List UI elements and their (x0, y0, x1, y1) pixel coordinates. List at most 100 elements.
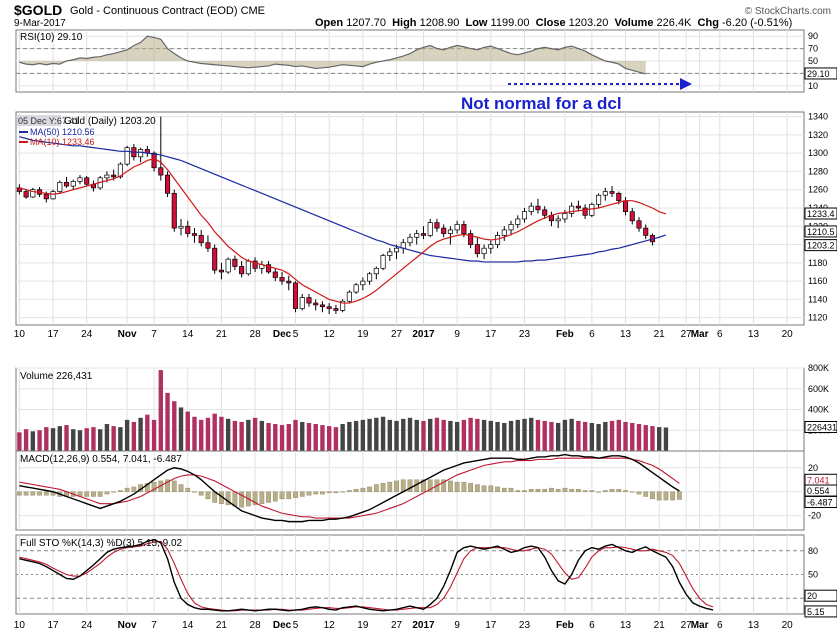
price-candle-body (602, 191, 608, 196)
macd-histogram-bar (670, 491, 676, 501)
price-candle-body (420, 233, 427, 236)
price-candle-body (555, 218, 561, 222)
sto-x-tick-label: 13 (620, 620, 632, 631)
price-candle-body (427, 222, 433, 236)
price-candle-body (232, 258, 238, 267)
volume-bar (407, 417, 413, 451)
volume-bar (50, 428, 56, 451)
low-label: Low (465, 17, 488, 29)
price-candle-body (589, 203, 595, 216)
price-last-box-0 (804, 207, 837, 220)
macd-signal-line (19, 457, 680, 519)
price-x-tick-label: 13 (620, 329, 632, 340)
volume-bar (603, 421, 608, 451)
description-text: Gold - Continuous Contract (EOD) (70, 5, 238, 17)
volume-bar (421, 420, 426, 451)
sto-x-tick-label: 27 (681, 620, 693, 631)
price-x-tick-label: Feb (556, 329, 574, 340)
price-candle-body (407, 236, 413, 244)
price-x-tick-label: 6 (717, 329, 723, 340)
volume-bar (239, 421, 244, 451)
macd-histogram-bar (441, 479, 447, 492)
volume-bar (219, 416, 224, 451)
price-last-label: 1210.5 (807, 227, 835, 237)
price-candle-body (164, 174, 171, 194)
sto-tick-label: 80 (808, 546, 818, 556)
sto-d-line (19, 540, 714, 612)
macd-histogram-bar (575, 489, 581, 492)
price-candle-body (360, 280, 366, 286)
macd-histogram-bar (124, 487, 130, 492)
volume-bar (569, 418, 574, 451)
macd-histogram-bar (380, 483, 386, 492)
volume-bar (448, 420, 453, 451)
price-candle-body (629, 211, 635, 222)
price-candle-body (393, 247, 400, 253)
chg-value: -6.20 (-0.51%) (721, 17, 793, 29)
price-candle-body (30, 189, 36, 198)
sto-x-tick-label: Nov (118, 620, 137, 631)
price-tick-label: 1280 (808, 166, 828, 176)
sto-x-tick-label: 13 (748, 620, 760, 631)
price-candle-body (596, 194, 602, 205)
exchange-text: CME (240, 5, 266, 17)
sto-tick-label: 50 (808, 570, 818, 580)
sto-x-tick-label: 12 (324, 620, 336, 631)
macd-last-label: 0.554 (807, 486, 830, 496)
macd-histogram-bar (468, 483, 474, 492)
price-candle-body (77, 177, 83, 182)
macd-histogram-bar (326, 491, 332, 494)
macd-histogram-bar (488, 485, 494, 492)
price-tick-label: 1320 (808, 130, 828, 140)
macd-last-label: 7.041 (807, 475, 830, 485)
price-last-label: 1233.4 (807, 209, 835, 219)
macd-histogram-bar (37, 491, 42, 496)
price-candle-body (461, 224, 467, 234)
rsi-last-box (804, 67, 837, 80)
macd-histogram-bar (320, 491, 325, 495)
price-candle-body (346, 291, 352, 302)
volume-bar (71, 429, 76, 451)
sto-x-tick-label: 24 (81, 620, 93, 631)
price-candle-body (387, 251, 393, 256)
volume-bar (616, 419, 621, 451)
volume-bar (17, 432, 22, 451)
volume-bar (657, 427, 662, 451)
price-candle-body (63, 182, 70, 187)
macd-histogram-bar (481, 485, 487, 492)
price-x-tick-label: 17 (47, 329, 59, 340)
macd-histogram-bar (239, 491, 245, 508)
volume-bar (650, 426, 655, 451)
macd-histogram-bar (293, 491, 298, 498)
price-candle-body (569, 205, 575, 214)
macd-histogram-bar (508, 487, 514, 492)
volume-bar (300, 421, 305, 451)
price-candle-body (616, 193, 622, 202)
price-last-box-1 (804, 225, 837, 238)
macd-histogram-bar (609, 489, 615, 492)
macd-histogram-bar (367, 486, 372, 492)
macd-histogram-bar (427, 479, 433, 492)
price-candle-body (124, 147, 130, 165)
price-candle-body (266, 264, 272, 273)
sto-x-tick-label: Mar (691, 620, 709, 631)
macd-histogram-bar (118, 490, 123, 492)
macd-histogram-bar (461, 481, 467, 492)
volume-bar (172, 401, 177, 451)
sto-x-tick-label: 21 (216, 620, 228, 631)
volume-bar (542, 420, 547, 451)
price-candle-body (508, 224, 514, 231)
chart-symbol: $GOLD (14, 2, 63, 18)
macd-last-box-2 (804, 495, 837, 508)
volume-bar (353, 420, 359, 451)
macd-histogram-bar (542, 489, 548, 492)
volume-bar (374, 417, 379, 451)
volume-bar (441, 419, 446, 451)
volume-bar (434, 417, 440, 451)
price-candle-body (575, 205, 581, 209)
price-candle-body (447, 229, 453, 234)
macd-tick-label: -20 (808, 511, 821, 521)
volume-tick-label: 400K (808, 405, 829, 415)
price-candle-body (138, 149, 144, 158)
price-candle-body (23, 191, 29, 198)
